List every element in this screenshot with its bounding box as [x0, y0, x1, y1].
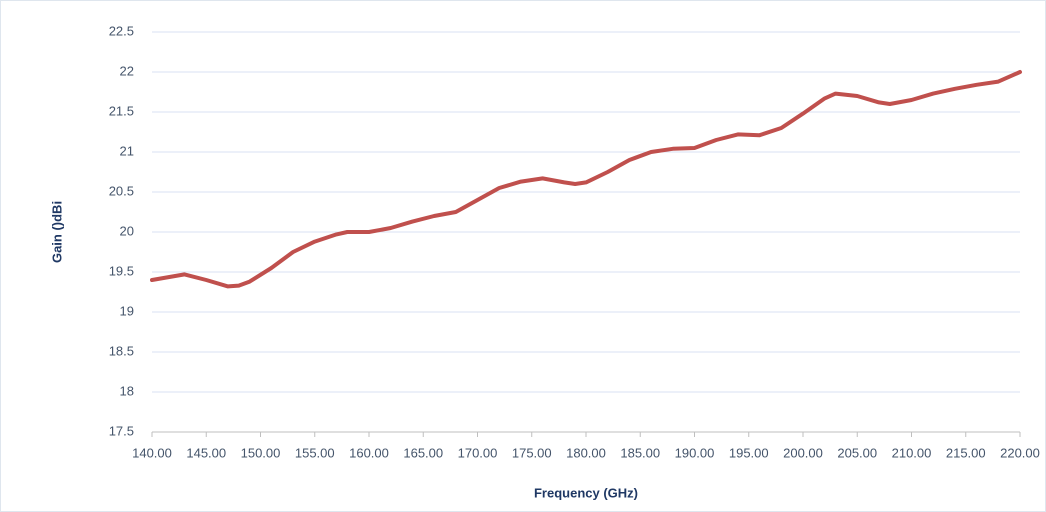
y-axis-title: Gain ()dBi	[49, 201, 64, 263]
y-tick-label: 22	[120, 63, 134, 78]
x-tick-label: 155.00	[295, 445, 335, 460]
x-tick-label: 175.00	[512, 445, 552, 460]
x-tick-label: 180.00	[566, 445, 606, 460]
x-tick-label: 215.00	[946, 445, 986, 460]
x-tick-label: 170.00	[458, 445, 498, 460]
x-tick-label: 205.00	[837, 445, 877, 460]
x-axis-title: Frequency (GHz)	[534, 485, 638, 500]
y-tick-label: 18	[120, 383, 134, 398]
line-series	[150, 70, 1022, 289]
y-tick-label: 18.5	[109, 343, 134, 358]
x-tick-label: 210.00	[892, 445, 932, 460]
y-tick-label: 20.5	[109, 183, 134, 198]
x-tick-label: 140.00	[132, 445, 172, 460]
x-tick-label: 190.00	[675, 445, 715, 460]
x-tick-label: 185.00	[620, 445, 660, 460]
x-tick-label: 220.00	[1000, 445, 1040, 460]
y-tick-label: 21.5	[109, 103, 134, 118]
x-tick-label: 195.00	[729, 445, 769, 460]
y-tick-label: 17.5	[109, 423, 134, 438]
x-tick-label: 150.00	[241, 445, 281, 460]
y-tick-label: 22.5	[109, 23, 134, 38]
y-tick-label: 19.5	[109, 263, 134, 278]
x-tick-label: 200.00	[783, 445, 823, 460]
y-tick-label: 21	[120, 143, 134, 158]
y-tick-label: 19	[120, 303, 134, 318]
x-tick-label: 160.00	[349, 445, 389, 460]
x-tick-label: 165.00	[403, 445, 443, 460]
y-tick-label: 20	[120, 223, 134, 238]
x-tick-label: 145.00	[186, 445, 226, 460]
